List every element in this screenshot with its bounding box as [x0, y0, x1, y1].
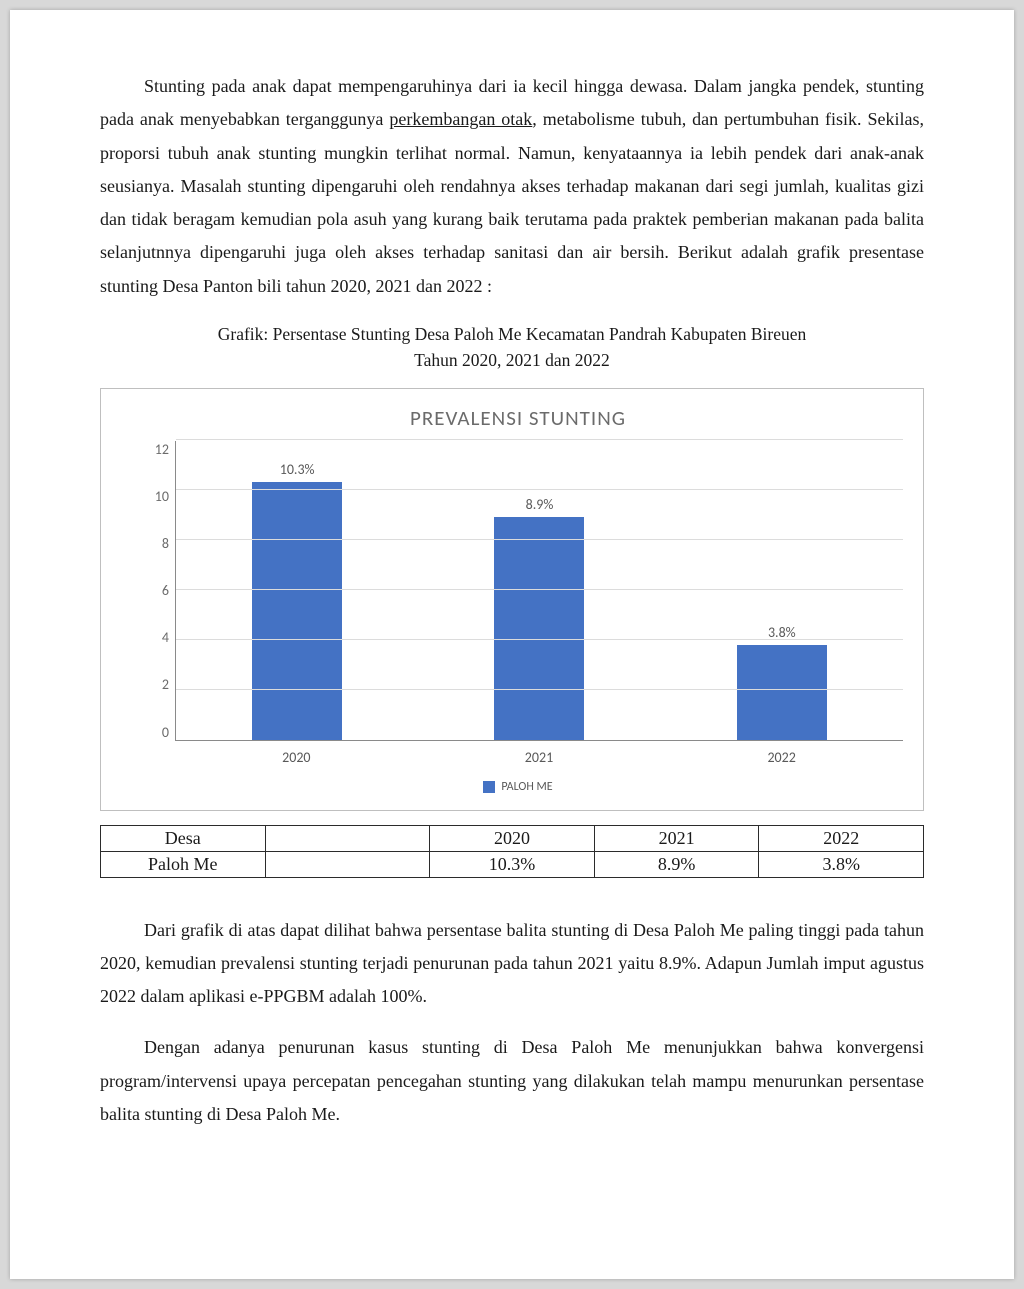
bar-rect — [494, 517, 584, 740]
chart-plot-wrap: 12 10 8 6 4 2 0 10.3% 8.9% 3.8% — [133, 441, 903, 741]
gridline — [176, 489, 903, 490]
th-2021: 2021 — [594, 825, 759, 851]
bar-column: 8.9% — [469, 496, 609, 740]
y-tick-label: 2 — [162, 676, 169, 693]
y-tick-label: 12 — [155, 441, 169, 458]
td-desa: Paloh Me — [101, 851, 266, 877]
td-2020: 10.3% — [430, 851, 595, 877]
legend-label: PALOH ME — [501, 780, 552, 794]
gridline — [176, 539, 903, 540]
chart-x-axis: 2020 2021 2022 — [175, 749, 903, 766]
chart-title: PREVALENSI STUNTING — [133, 405, 903, 431]
chart-bars: 10.3% 8.9% 3.8% — [176, 441, 903, 740]
chart-prevalensi-stunting: PREVALENSI STUNTING 12 10 8 6 4 2 0 10.3% 8.9% 3… — [100, 388, 924, 811]
th-2022: 2022 — [759, 825, 924, 851]
paragraph-analysis: Dari grafik di atas dapat dilihat bahwa … — [100, 914, 924, 1014]
gridline — [176, 689, 903, 690]
y-tick-label: 4 — [162, 629, 169, 646]
th-empty — [265, 825, 430, 851]
th-2020: 2020 — [430, 825, 595, 851]
gridline — [176, 439, 903, 440]
chart-caption: Grafik: Persentase Stunting Desa Paloh M… — [100, 321, 924, 374]
table-row: Desa 2020 2021 2022 — [101, 825, 924, 851]
td-2022: 3.8% — [759, 851, 924, 877]
bar-value-label: 10.3% — [280, 461, 315, 478]
caption-line-2: Tahun 2020, 2021 dan 2022 — [414, 350, 610, 370]
td-empty — [265, 851, 430, 877]
x-tick-label: 2020 — [226, 749, 366, 766]
gridline — [176, 639, 903, 640]
y-tick-label: 0 — [162, 724, 169, 741]
paragraph-conclusion: Dengan adanya penurunan kasus stunting d… — [100, 1031, 924, 1131]
bar-column: 10.3% — [227, 461, 367, 740]
bar-rect — [252, 482, 342, 740]
legend-swatch — [483, 781, 495, 793]
th-desa: Desa — [101, 825, 266, 851]
gridline — [176, 589, 903, 590]
y-tick-label: 6 — [162, 582, 169, 599]
chart-legend: PALOH ME — [133, 780, 903, 794]
data-table: Desa 2020 2021 2022 Paloh Me 10.3% 8.9% … — [100, 825, 924, 878]
chart-y-axis: 12 10 8 6 4 2 0 — [133, 441, 169, 741]
td-2021: 8.9% — [594, 851, 759, 877]
x-tick-label: 2022 — [712, 749, 852, 766]
x-tick-label: 2021 — [469, 749, 609, 766]
y-tick-label: 10 — [155, 488, 169, 505]
table-row: Paloh Me 10.3% 8.9% 3.8% — [101, 851, 924, 877]
chart-plot-area: 10.3% 8.9% 3.8% — [175, 441, 903, 741]
y-tick-label: 8 — [162, 535, 169, 552]
link-perkembangan-otak[interactable]: perkembangan otak — [389, 109, 532, 129]
p1-text-b: , metabolisme tubuh, dan pertumbuhan fis… — [100, 109, 924, 295]
bar-rect — [737, 645, 827, 740]
bar-value-label: 8.9% — [526, 496, 554, 513]
caption-line-1: Grafik: Persentase Stunting Desa Paloh M… — [218, 324, 807, 344]
bar-column: 3.8% — [712, 624, 852, 740]
paragraph-intro: Stunting pada anak dapat mempengaruhinya… — [100, 70, 924, 303]
document-page: Stunting pada anak dapat mempengaruhinya… — [10, 10, 1014, 1279]
